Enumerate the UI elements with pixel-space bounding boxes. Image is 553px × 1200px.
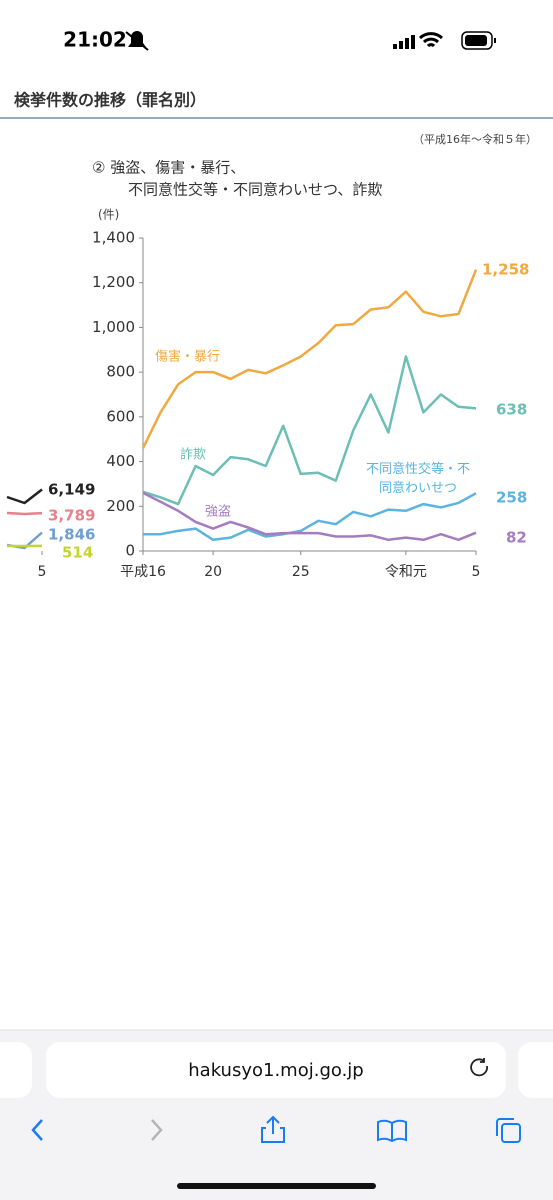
data-label: 82 bbox=[506, 529, 527, 547]
x-tick-label: 令和元 bbox=[385, 564, 427, 580]
bookmarks-button[interactable] bbox=[377, 1119, 407, 1143]
y-tick-label: 400 bbox=[106, 452, 135, 470]
data-label: 1,258 bbox=[482, 261, 529, 279]
y-tick-label: 1,000 bbox=[92, 318, 135, 336]
chart-title: ② 強盗、傷害・暴行、 bbox=[92, 159, 245, 177]
mute-icon bbox=[125, 31, 149, 51]
series-label: 強盗 bbox=[205, 504, 231, 520]
y-tick-label: 800 bbox=[106, 363, 135, 381]
chart-title: 不同意性交等・不同意わいせつ、詐欺 bbox=[128, 181, 382, 199]
y-tick-label: 0 bbox=[125, 542, 135, 560]
series-label: 不同意性交等・不同意わいせつ bbox=[365, 462, 470, 496]
x-tick-label: 平成16 bbox=[120, 564, 166, 580]
data-label: 638 bbox=[496, 401, 527, 419]
series-label: 詐欺 bbox=[180, 447, 206, 463]
y-tick-label: 1,200 bbox=[92, 273, 135, 291]
data-label: 6,149 bbox=[48, 481, 95, 499]
battery-icon bbox=[461, 31, 496, 50]
clock: 21:02 bbox=[63, 28, 127, 52]
series-line bbox=[141, 269, 478, 449]
heading: 検挙件数の推移（罪名別） bbox=[14, 91, 206, 110]
data-label: 1,846 bbox=[48, 526, 95, 544]
back-button[interactable] bbox=[31, 1119, 43, 1141]
x-tick-label: 5 bbox=[38, 564, 47, 580]
tab-prev[interactable] bbox=[0, 1042, 32, 1098]
data-label: 3,789 bbox=[48, 507, 95, 525]
forward-button[interactable] bbox=[151, 1119, 163, 1141]
y-tick-label: 600 bbox=[106, 407, 135, 425]
period: （平成16年～令和５年） bbox=[413, 132, 537, 146]
reload-button[interactable] bbox=[470, 1058, 488, 1077]
x-tick-label: 20 bbox=[204, 564, 222, 580]
tab-next[interactable] bbox=[518, 1042, 553, 1098]
wifi-icon bbox=[418, 32, 444, 48]
series-line bbox=[142, 491, 477, 542]
series-line bbox=[6, 511, 43, 516]
y-tick-label: 200 bbox=[106, 497, 135, 515]
series-line bbox=[6, 488, 43, 505]
series-line bbox=[142, 355, 477, 506]
x-tick-label: 25 bbox=[292, 564, 310, 580]
url: hakusyo1.moj.go.jp bbox=[188, 1060, 363, 1081]
data-label: 514 bbox=[62, 544, 93, 562]
x-tick-label: 5 bbox=[472, 564, 481, 580]
series-label: 傷害・暴行 bbox=[155, 349, 220, 365]
home-indicator bbox=[177, 1183, 376, 1189]
share-button[interactable] bbox=[261, 1115, 285, 1143]
data-label: 258 bbox=[496, 489, 527, 507]
y-axis-unit: (件) bbox=[98, 208, 119, 222]
signal-icon bbox=[393, 35, 415, 49]
tabs-button[interactable] bbox=[496, 1118, 521, 1143]
y-tick-label: 1,400 bbox=[92, 229, 135, 247]
series-line bbox=[143, 492, 477, 542]
address-bar[interactable] bbox=[46, 1042, 506, 1098]
